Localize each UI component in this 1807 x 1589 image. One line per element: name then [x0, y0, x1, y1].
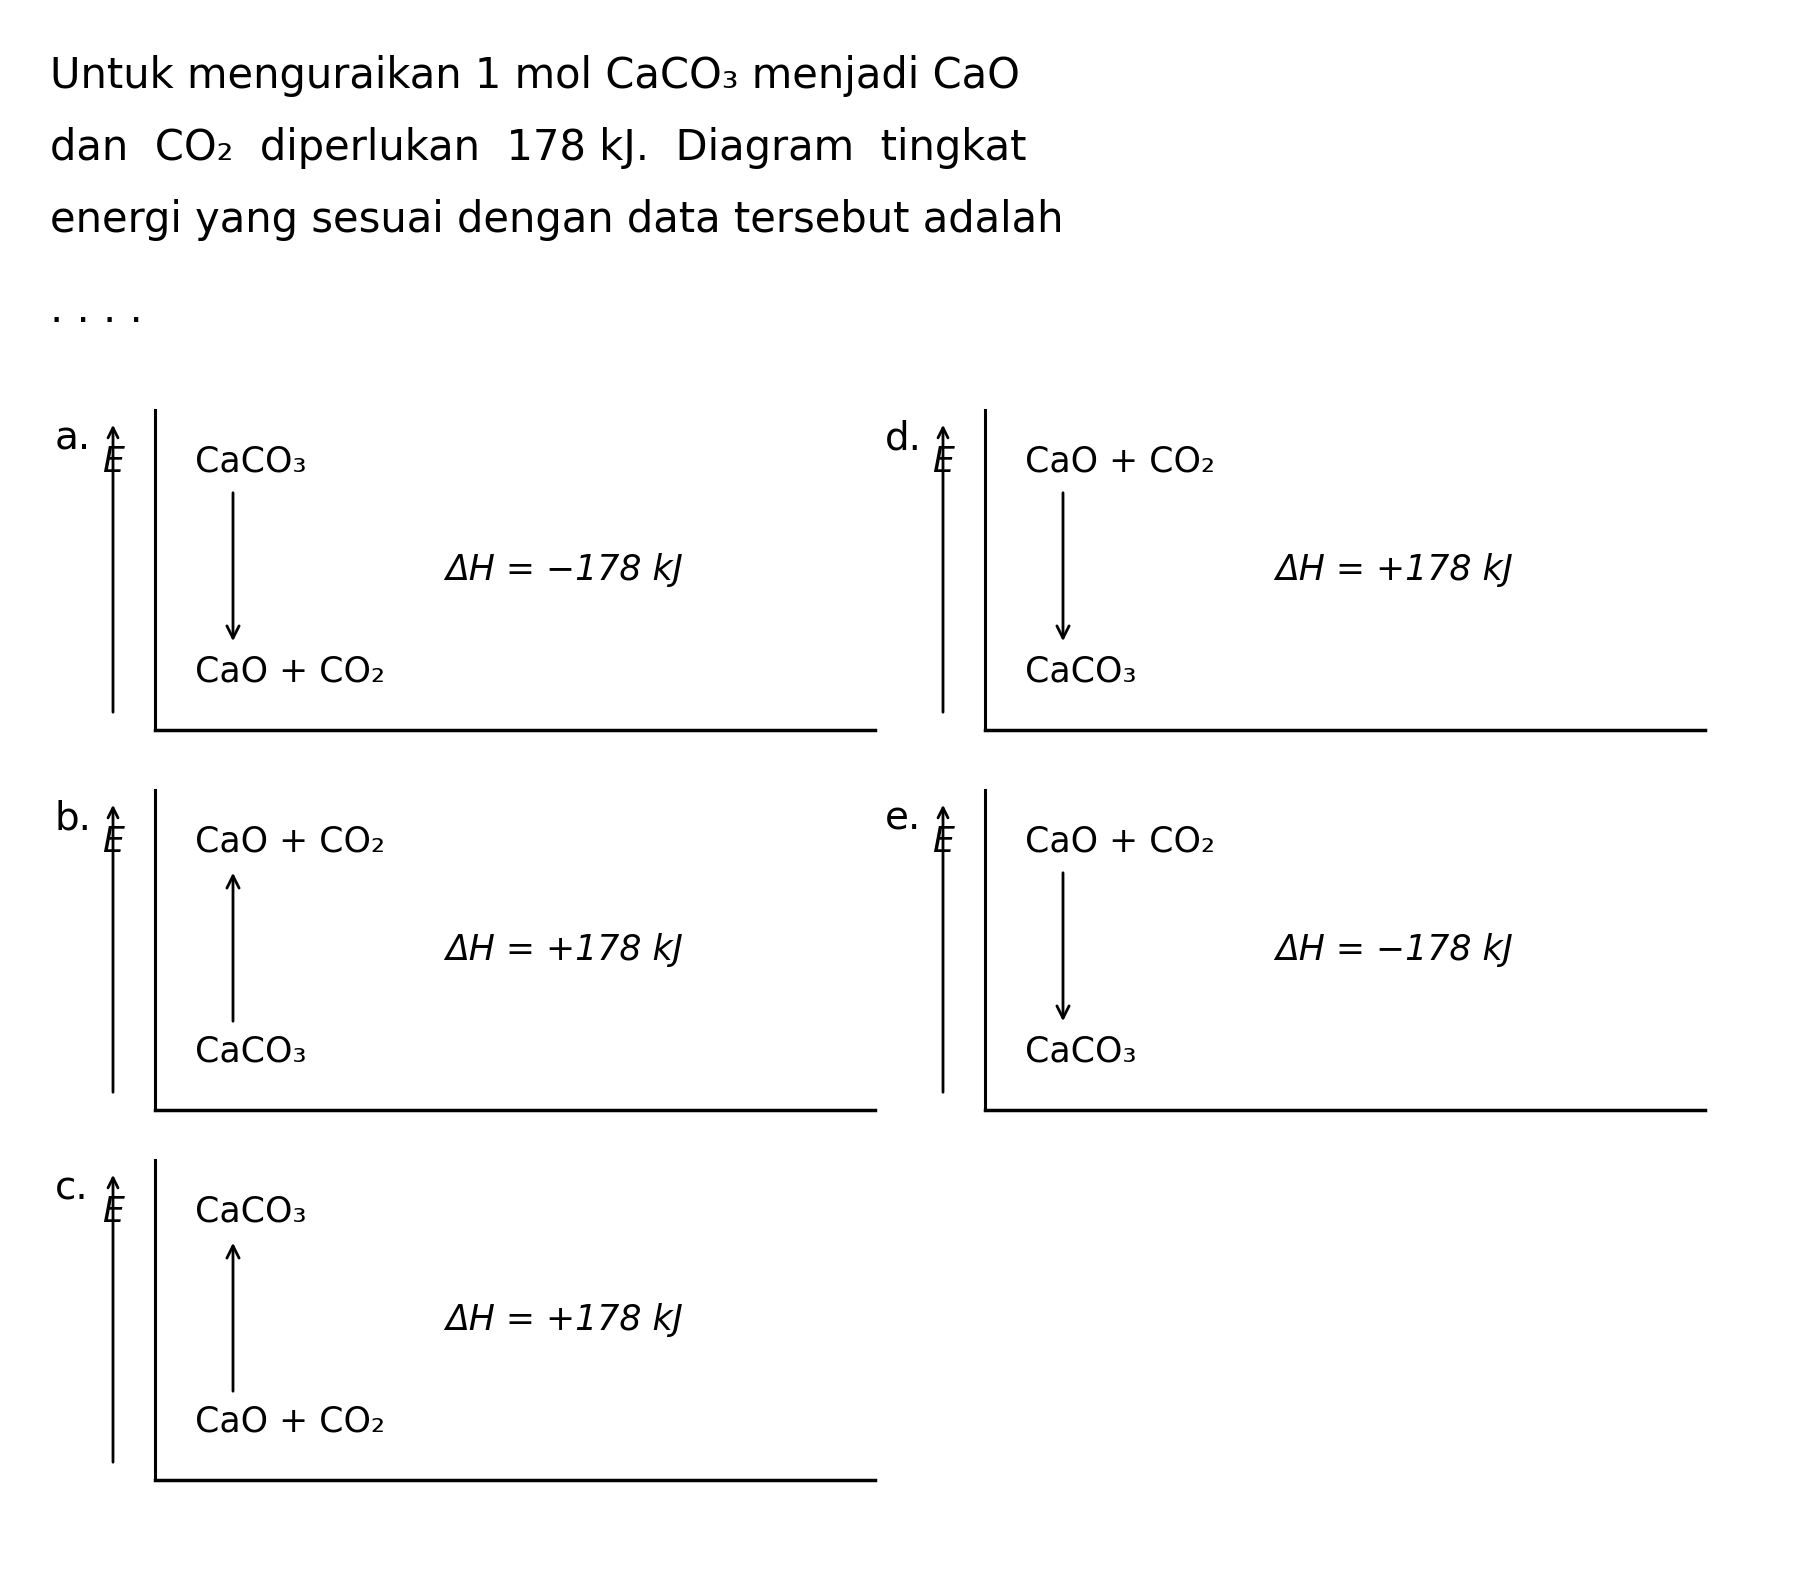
Text: ΔH = +178 kJ: ΔH = +178 kJ [1276, 553, 1512, 586]
Text: E: E [932, 825, 954, 860]
Text: e.: e. [885, 799, 922, 837]
Text: energi yang sesuai dengan data tersebut adalah: energi yang sesuai dengan data tersebut … [51, 199, 1064, 242]
Text: E: E [101, 445, 125, 478]
Text: CaO + CO₂: CaO + CO₂ [195, 655, 385, 690]
Text: c.: c. [54, 1170, 89, 1208]
Text: d.: d. [885, 419, 922, 458]
Text: CaO + CO₂: CaO + CO₂ [1025, 445, 1214, 478]
Text: . . . .: . . . . [51, 289, 143, 331]
Text: CaCO₃: CaCO₃ [195, 445, 307, 478]
Text: b.: b. [54, 799, 92, 837]
Text: Untuk menguraikan 1 mol CaCO₃ menjadi CaO: Untuk menguraikan 1 mol CaCO₃ menjadi Ca… [51, 56, 1019, 97]
Text: ΔH = −178 kJ: ΔH = −178 kJ [1276, 933, 1512, 968]
Text: E: E [932, 445, 954, 478]
Text: CaCO₃: CaCO₃ [195, 1195, 307, 1228]
Text: dan  CO₂  diperlukan  178 kJ.  Diagram  tingkat: dan CO₂ diperlukan 178 kJ. Diagram tingk… [51, 127, 1026, 168]
Text: CaCO₃: CaCO₃ [195, 1034, 307, 1069]
Text: CaO + CO₂: CaO + CO₂ [195, 1405, 385, 1440]
Text: CaO + CO₂: CaO + CO₂ [1025, 825, 1214, 860]
Text: CaO + CO₂: CaO + CO₂ [195, 825, 385, 860]
Text: ΔH = +178 kJ: ΔH = +178 kJ [445, 933, 683, 968]
Text: E: E [101, 1195, 125, 1228]
Text: ΔH = −178 kJ: ΔH = −178 kJ [445, 553, 683, 586]
Text: CaCO₃: CaCO₃ [1025, 1034, 1137, 1069]
Text: CaCO₃: CaCO₃ [1025, 655, 1137, 690]
Text: a.: a. [54, 419, 90, 458]
Text: E: E [101, 825, 125, 860]
Text: ΔH = +178 kJ: ΔH = +178 kJ [445, 1303, 683, 1336]
